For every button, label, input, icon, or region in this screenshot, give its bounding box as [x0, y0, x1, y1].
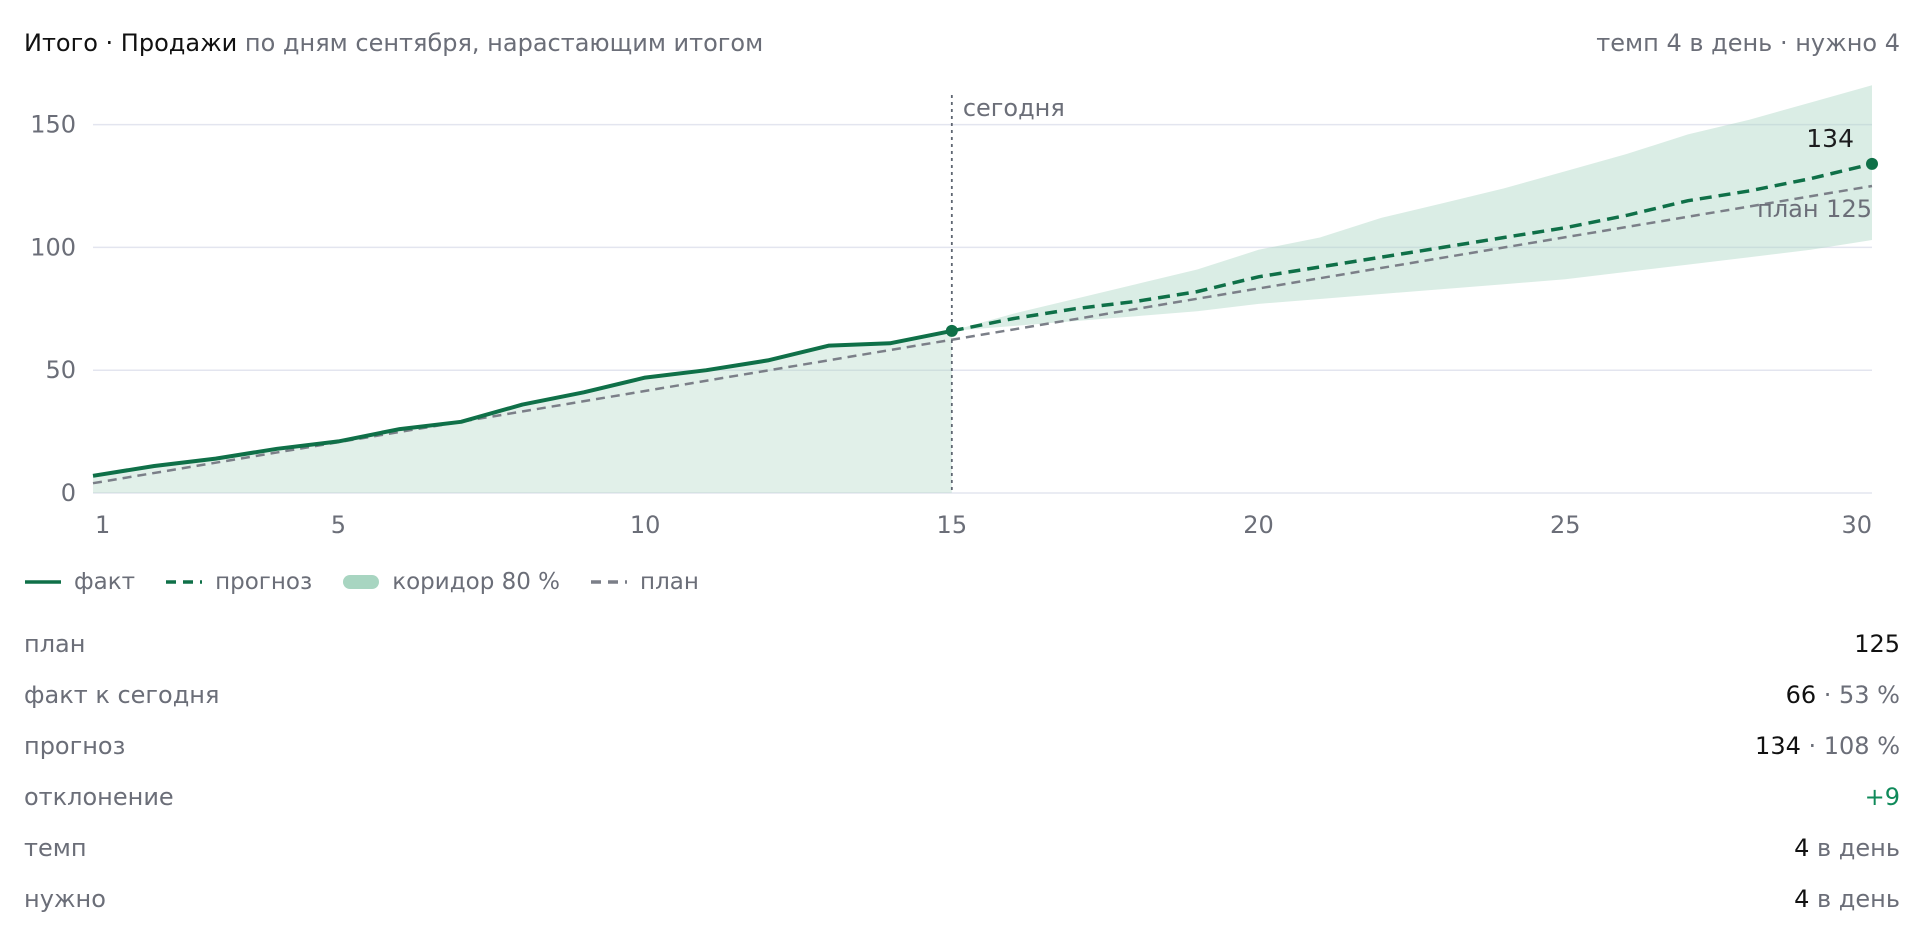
stats-label: темп — [24, 834, 87, 862]
legend-label-corridor: коридор 80 % — [392, 569, 561, 595]
chart-subtitle: по дням сентября, нарастающим итогом — [244, 29, 764, 57]
x-tick-15: 15 — [937, 511, 968, 539]
x-tick-labels: 1 5 10 15 20 25 30 — [95, 511, 1872, 539]
grid-lines — [93, 123, 1872, 494]
forecast-end-label: 134 — [1806, 124, 1854, 153]
plan-end-label: план 125 — [1757, 195, 1872, 223]
y-tick-labels: 0 50 100 150 — [30, 111, 76, 507]
fact-series — [92, 324, 958, 478]
x-tick-10: 10 — [630, 511, 661, 539]
stats-row: прогноз 134 · 108 % — [24, 726, 1900, 777]
stats-value: 66 · 53 % — [1786, 675, 1900, 715]
legend-mark-corridor — [343, 575, 380, 589]
stats-row: отклонение +9 — [24, 777, 1900, 828]
legend-swatch-forecast — [166, 580, 203, 584]
stats-row: план 125 — [24, 624, 1900, 675]
fact-today-point — [945, 324, 958, 337]
stats-value: 125 — [1854, 624, 1900, 664]
legend-label-fact: факт — [74, 569, 136, 595]
stats-value-main: 125 — [1854, 630, 1900, 658]
legend-item-fact: факт — [24, 569, 135, 595]
today-label: сегодня — [963, 94, 1065, 122]
legend-label-forecast: прогноз — [215, 569, 313, 595]
stats-label: факт к сегодня — [24, 681, 220, 709]
stats-value-main: 134 — [1755, 732, 1801, 760]
stats-row: темп 4 в день — [24, 828, 1900, 879]
stats-value-secondary: в день — [1809, 885, 1900, 913]
x-tick-25: 25 — [1550, 511, 1581, 539]
stats-value: 134 · 108 % — [1755, 726, 1900, 766]
stats-value: 4 в день — [1794, 879, 1900, 919]
stats-value: +9 — [1865, 777, 1900, 817]
fact-line — [92, 328, 953, 478]
plan-line — [92, 184, 1873, 485]
legend-item-corridor: коридор 80 % — [342, 569, 560, 595]
stats-value-main: 66 — [1785, 681, 1817, 709]
stats-row: нужно 4 в день — [24, 879, 1900, 930]
chart-header: Итого · Продажи по дням сентября, нараст… — [24, 26, 1900, 60]
stats-label: нужно — [24, 885, 106, 913]
stats-label: отклонение — [24, 783, 174, 811]
chart-legend: факт прогноз коридор 80 % план — [24, 565, 729, 599]
stats-row: факт к сегодня 66 · 53 % — [24, 675, 1900, 726]
forecast-end-point — [1866, 157, 1878, 170]
today-marker: сегодня — [950, 94, 1065, 493]
legend-item-forecast: прогноз — [165, 569, 312, 595]
chart-title: Итого · Продажи — [24, 29, 238, 57]
stats-value-separator: · — [1816, 681, 1840, 709]
corridor-fill — [951, 85, 1872, 331]
stats-value-secondary: 53 % — [1839, 681, 1900, 709]
legend-swatch-corridor — [343, 575, 380, 589]
stats-value-secondary: в день — [1809, 834, 1900, 862]
stats-value-separator: · — [1800, 732, 1824, 760]
stats-label: план — [24, 630, 86, 658]
legend-item-plan: план — [590, 569, 699, 595]
end-labels: 134 план 125 — [1757, 124, 1872, 223]
y-tick-0: 0 — [61, 479, 76, 507]
legend-swatch-fact — [25, 580, 61, 584]
stats-table: план 125 факт к сегодня 66 · 53 % прогноз 134… — [24, 624, 1900, 930]
x-tick-20: 20 — [1243, 511, 1274, 539]
corridor-band — [951, 85, 1872, 331]
pace-summary: темп 4 в день · нужно 4 — [1596, 29, 1900, 57]
x-tick-5: 5 — [331, 511, 346, 539]
legend-swatch-plan — [591, 580, 628, 584]
legend-label-plan: план — [640, 569, 699, 595]
x-tick-30: 30 — [1841, 511, 1872, 539]
stats-value-main: +9 — [1864, 783, 1900, 811]
stats-label: прогноз — [24, 732, 126, 760]
x-tick-1: 1 — [95, 511, 110, 539]
stats-value-secondary: 108 % — [1823, 732, 1900, 760]
y-tick-50: 50 — [45, 356, 76, 384]
forecast-series — [951, 157, 1878, 333]
forecast-line — [951, 162, 1873, 333]
stats-value: 4 в день — [1794, 828, 1900, 868]
plan-series — [92, 184, 1873, 485]
stats-value-main: 4 — [1794, 834, 1810, 862]
y-tick-100: 100 — [30, 233, 76, 261]
y-tick-150: 150 — [30, 111, 76, 139]
stats-value-main: 4 — [1794, 885, 1810, 913]
